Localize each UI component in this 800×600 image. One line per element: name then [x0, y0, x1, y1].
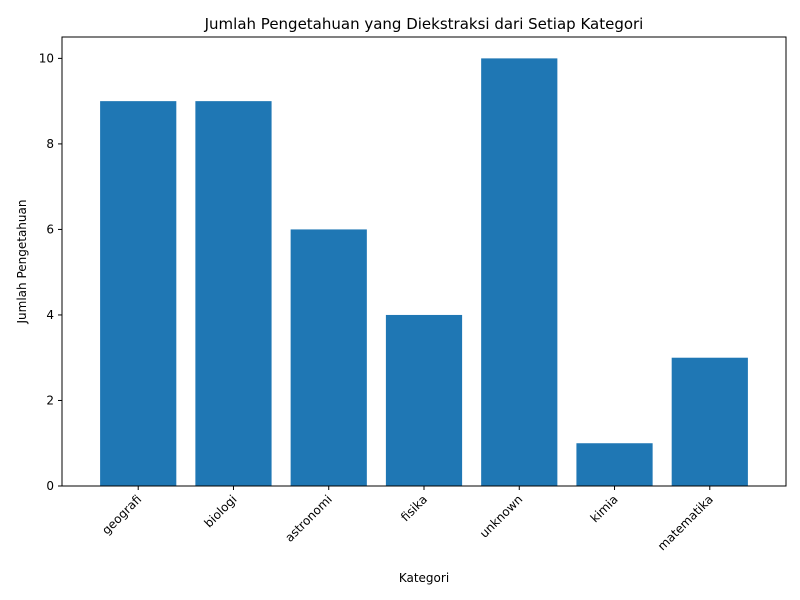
y-tick-label: 4 — [46, 308, 54, 322]
bar-kimia — [576, 443, 653, 486]
y-tick-label: 2 — [46, 393, 54, 407]
bar-unknown — [481, 58, 558, 486]
x-tick-label-astronomi: astronomi — [282, 492, 335, 545]
chart-title: Jumlah Pengetahuan yang Diekstraksi dari… — [204, 15, 644, 33]
x-tick-label-fisika: fisika — [398, 492, 430, 524]
y-tick-label: 0 — [46, 479, 54, 493]
bar-matematika — [671, 357, 748, 486]
x-tick-label-biologi: biologi — [201, 492, 239, 530]
y-tick-label: 6 — [46, 222, 54, 236]
x-tick-label-kimia: kimia — [588, 492, 621, 525]
bar-fisika — [385, 314, 463, 486]
y-axis-ticks: 0 2 4 6 8 10 — [39, 51, 62, 493]
bars-group — [100, 58, 748, 487]
y-tick-label: 8 — [46, 137, 54, 151]
x-tick-label-geografi: geografi — [99, 492, 144, 537]
x-tick-label-matematika: matematika — [655, 492, 716, 553]
y-tick-label: 10 — [39, 51, 54, 65]
y-axis-title: Jumlah Pengetahuan — [15, 200, 29, 325]
x-axis-ticks: geografi biologi astronomi fisika unknown kim… — [99, 486, 716, 553]
bar-astronomi — [290, 229, 367, 486]
x-axis-title: Kategori — [399, 571, 449, 585]
x-tick-label-unknown: unknown — [477, 492, 525, 540]
bar-biologi — [195, 101, 272, 487]
bar-geografi — [100, 101, 177, 487]
plot-frame — [61, 36, 787, 487]
